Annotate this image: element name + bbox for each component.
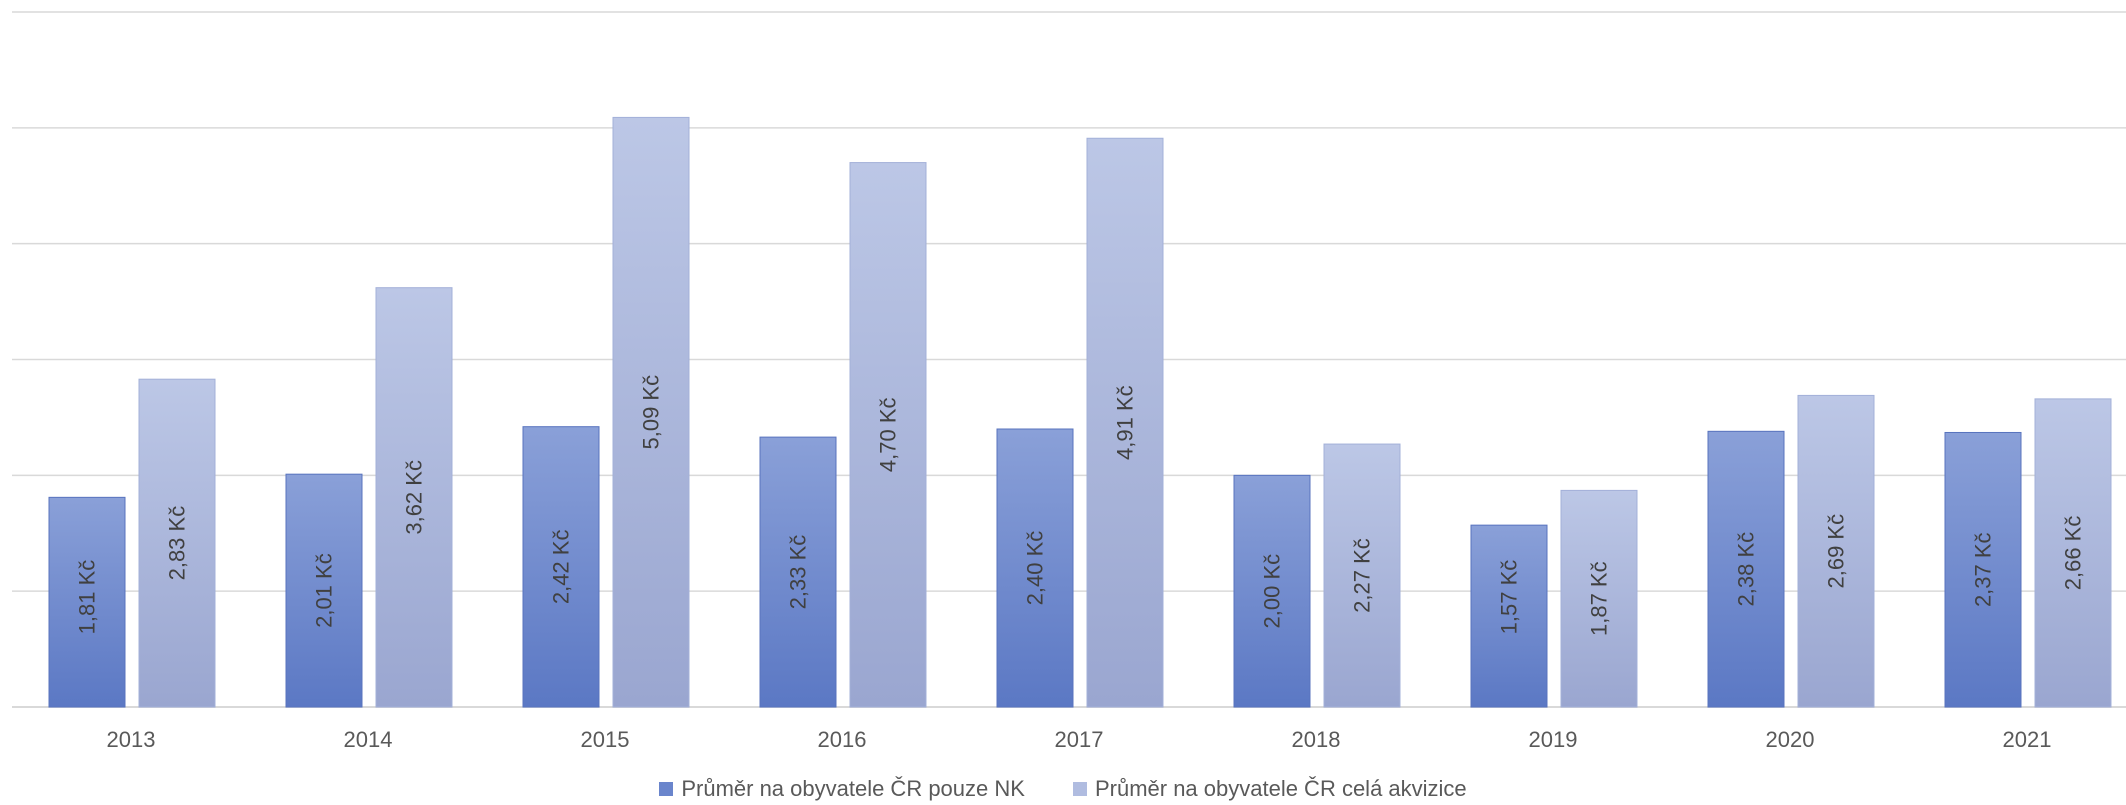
data-label-series-1-2017: 2,40 Kč	[1023, 531, 1048, 606]
x-tick-label-2016: 2016	[818, 727, 867, 752]
data-label-series-1-2020: 2,38 Kč	[1734, 532, 1759, 607]
bar-series-1-2014	[285, 473, 363, 708]
bar-series-1-2015	[522, 426, 600, 708]
data-label-series-2-2014: 3,62 Kč	[402, 460, 427, 535]
chart-legend: Průměr na obyvatele ČR pouze NK Průměr n…	[0, 776, 2126, 802]
data-label-series-2-2018: 2,27 Kč	[1350, 538, 1375, 613]
x-tick-label-2018: 2018	[1292, 727, 1341, 752]
bar-series-2-2013	[138, 378, 216, 708]
data-label-series-1-2016: 2,33 Kč	[786, 535, 811, 610]
bar-series-2-2014	[375, 287, 453, 708]
x-tick-label-2013: 2013	[107, 727, 156, 752]
data-label-series-2-2021: 2,66 Kč	[2061, 516, 2086, 591]
legend-item-series-2: Průměr na obyvatele ČR celá akvizice	[1072, 776, 1467, 802]
data-label-series-2-2020: 2,69 Kč	[1824, 514, 1849, 589]
data-label-series-2-2017: 4,91 Kč	[1113, 385, 1138, 460]
bar-series-2-2017	[1086, 137, 1164, 708]
x-tick-label-2017: 2017	[1055, 727, 1104, 752]
bar-series-2-2016	[849, 162, 927, 708]
legend-label-series-1: Průměr na obyvatele ČR pouze NK	[681, 776, 1025, 801]
x-tick-label-2015: 2015	[581, 727, 630, 752]
data-label-series-1-2013: 1,81 Kč	[75, 560, 100, 635]
data-label-series-2-2019: 1,87 Kč	[1587, 561, 1612, 636]
data-label-series-1-2014: 2,01 Kč	[312, 553, 337, 628]
x-tick-label-2019: 2019	[1529, 727, 1578, 752]
legend-swatch-series-1	[659, 782, 674, 796]
bar-series-1-2013	[48, 496, 126, 708]
data-label-series-1-2021: 2,37 Kč	[1971, 532, 1996, 607]
data-label-series-1-2019: 1,57 Kč	[1497, 560, 1522, 635]
bar-series-2-2020	[1797, 394, 1875, 708]
legend-item-series-1: Průměr na obyvatele ČR pouze NK	[659, 776, 1025, 802]
bar-series-1-2016	[759, 436, 837, 708]
data-label-series-1-2018: 2,00 Kč	[1260, 554, 1285, 629]
bar-series-1-2018	[1233, 474, 1311, 708]
bar-series-1-2020	[1707, 430, 1785, 708]
data-label-series-2-2015: 5,09 Kč	[639, 375, 664, 450]
bar-series-2-2015	[612, 116, 690, 708]
x-tick-label-2021: 2021	[2003, 727, 2052, 752]
legend-swatch-series-2	[1072, 782, 1087, 796]
bar-chart: 1,81 Kč 2,83 Kč 2013 2,01 Kč 3,62 Kč 2014 2,42…	[12, 11, 2126, 752]
bar-series-2-2021	[2034, 398, 2112, 708]
bar-series-1-2017	[996, 428, 1074, 708]
data-label-series-1-2015: 2,42 Kč	[549, 530, 574, 605]
legend-label-series-2: Průměr na obyvatele ČR celá akvizice	[1094, 776, 1467, 801]
bar-series-1-2021	[1944, 431, 2022, 708]
bar-series-2-2019	[1560, 489, 1638, 708]
bar-series-1-2019	[1470, 524, 1548, 708]
bar-series-2-2018	[1323, 443, 1401, 708]
x-tick-label-2020: 2020	[1766, 727, 1815, 752]
x-tick-label-2014: 2014	[344, 727, 393, 752]
data-label-series-2-2016: 4,70 Kč	[876, 397, 901, 472]
data-label-series-2-2013: 2,83 Kč	[165, 506, 190, 581]
